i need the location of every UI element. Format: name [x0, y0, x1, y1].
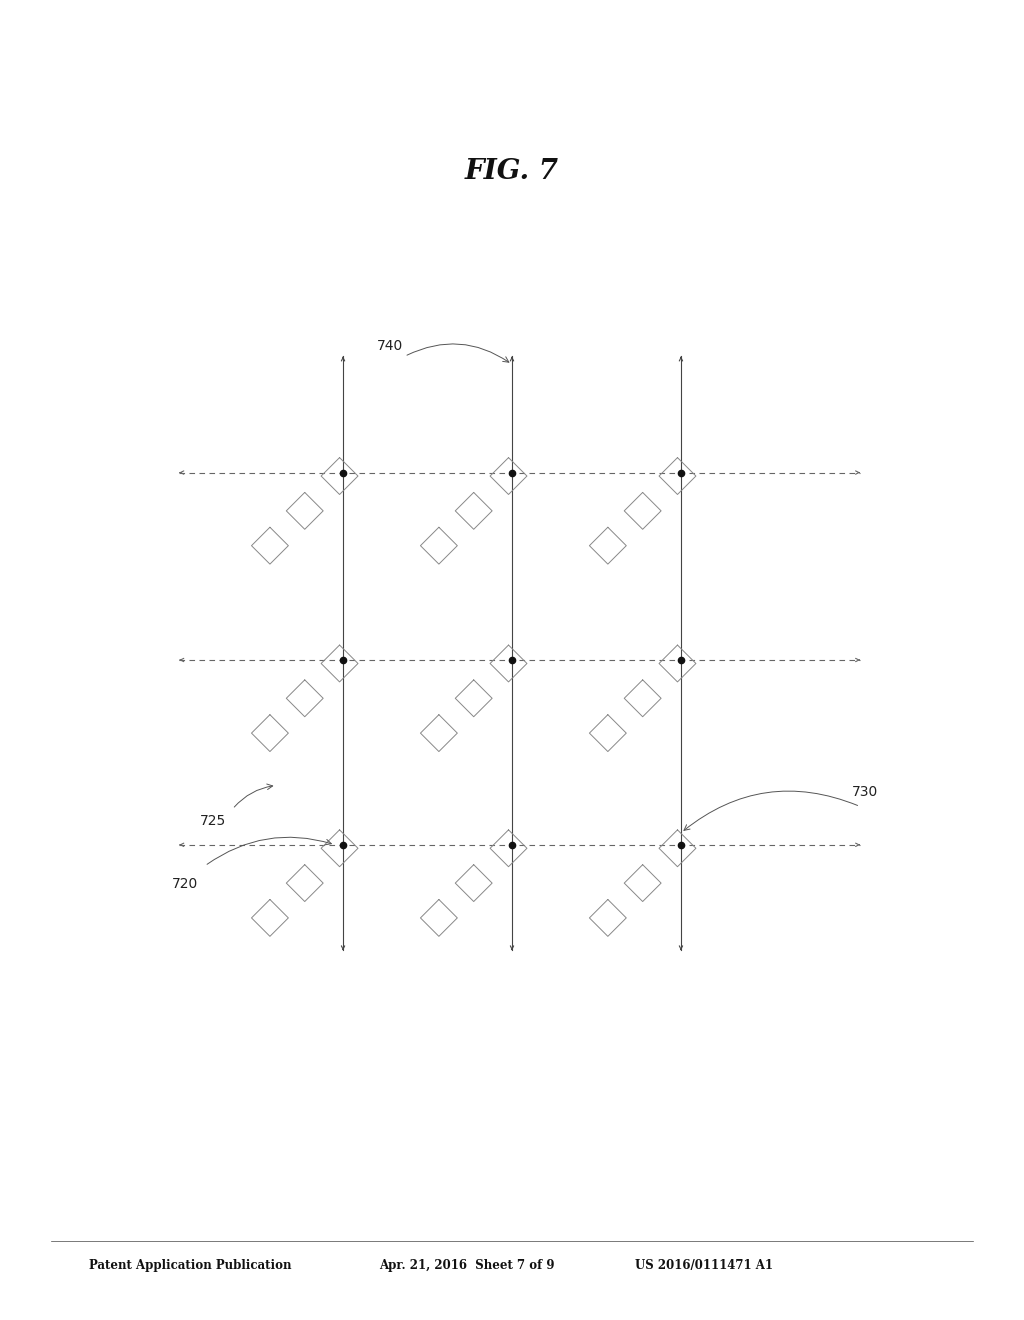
Text: Apr. 21, 2016  Sheet 7 of 9: Apr. 21, 2016 Sheet 7 of 9 [379, 1259, 554, 1272]
Text: Patent Application Publication: Patent Application Publication [89, 1259, 292, 1272]
Text: 720: 720 [172, 878, 199, 891]
Text: US 2016/0111471 A1: US 2016/0111471 A1 [635, 1259, 773, 1272]
Text: 730: 730 [852, 785, 879, 799]
Text: FIG. 7: FIG. 7 [465, 158, 559, 185]
Text: 740: 740 [377, 339, 403, 352]
Text: 725: 725 [200, 814, 226, 828]
